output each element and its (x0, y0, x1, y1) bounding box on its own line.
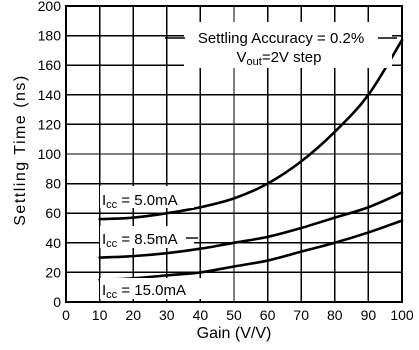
x-tick-labels: 0 10 20 30 40 50 60 70 80 90 100 (62, 307, 414, 323)
y-tick-label: 100 (38, 146, 62, 162)
settling-accuracy-annotation: Settling Accuracy = 0.2% Vout=2V step (165, 22, 397, 68)
x-tick-label: 40 (193, 307, 209, 323)
x-tick-label: 30 (159, 307, 175, 323)
curve-icc-5-0ma (98, 38, 404, 221)
x-tick-label: 60 (260, 307, 276, 323)
y-tick-label: 60 (45, 205, 61, 221)
curves (98, 38, 404, 282)
series-label-15mA: Icc = 15.0mA (102, 282, 186, 301)
x-axis-title: Gain (V/V) (197, 325, 272, 342)
series-labels: Icc = 5.0mA Icc = 8.5mA Icc = 15.0mA (100, 186, 204, 301)
x-tick-label: 90 (361, 307, 377, 323)
y-tick-label: 120 (38, 116, 62, 132)
x-tick-label: 80 (327, 307, 343, 323)
y-tick-label: 200 (38, 0, 62, 14)
y-tick-labels: 0 20 40 60 80 100 120 140 160 180 200 (38, 0, 62, 310)
y-axis-title: Settling Time (ns) (12, 74, 29, 225)
series-label-5mA: Icc = 5.0mA (102, 192, 178, 211)
x-tick-label: 20 (125, 307, 141, 323)
y-tick-label: 160 (38, 57, 62, 73)
y-tick-label: 20 (45, 264, 61, 280)
x-tick-label: 70 (293, 307, 309, 323)
y-tick-label: 40 (45, 235, 61, 251)
x-tick-label: 50 (226, 307, 242, 323)
curve-icc-15-0ma (98, 219, 404, 282)
y-tick-label: 140 (38, 87, 62, 103)
plot-frame (65, 5, 403, 303)
x-tick-label: 100 (390, 307, 414, 323)
annotation-step: Vout=2V step (237, 49, 322, 68)
annotation-accuracy: Settling Accuracy = 0.2% (198, 30, 364, 47)
curve-icc-8-5ma (98, 191, 404, 259)
series-label-8-5mA: Icc = 8.5mA (102, 231, 178, 250)
y-tick-label: 180 (38, 28, 62, 44)
y-tick-label: 80 (45, 176, 61, 192)
y-tick-label: 0 (53, 294, 61, 310)
x-tick-label: 10 (92, 307, 108, 323)
x-tick-label: 0 (62, 307, 70, 323)
